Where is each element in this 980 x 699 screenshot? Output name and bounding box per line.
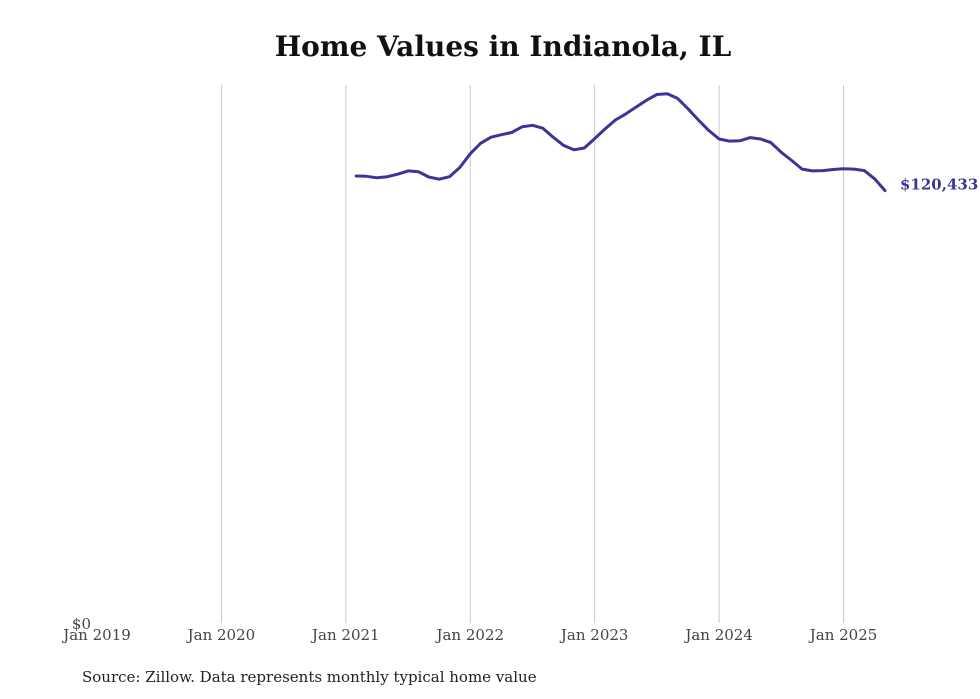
data-point <box>645 99 648 101</box>
x-tick-label: Jan 2025 <box>808 626 878 644</box>
data-point <box>552 136 554 138</box>
x-tick-label: Jan 2022 <box>434 626 504 644</box>
data-point <box>614 119 617 121</box>
data-point <box>604 128 606 130</box>
data-point <box>407 170 409 172</box>
data-point <box>562 144 565 147</box>
data-point <box>469 153 471 155</box>
x-tick-label: Jan 2020 <box>186 626 256 644</box>
data-point <box>677 97 679 100</box>
data-point <box>770 141 772 144</box>
data-point <box>386 176 388 178</box>
x-tick-label: Jan 2023 <box>559 626 629 644</box>
data-point <box>874 178 876 180</box>
data-point <box>749 136 751 139</box>
data-point <box>355 175 357 177</box>
x-tick-label: Jan 2019 <box>61 626 131 644</box>
data-point <box>863 169 865 172</box>
data-point <box>583 147 585 149</box>
data-point <box>801 168 803 170</box>
series-line <box>354 92 887 193</box>
chart-title: Home Values in Indianola, IL <box>274 30 732 63</box>
data-point <box>459 166 461 168</box>
data-point <box>542 127 544 129</box>
source-note: Source: Zillow. Data represents monthly … <box>82 668 537 686</box>
x-tick-label: Jan 2024 <box>683 626 753 644</box>
data-point <box>397 173 399 175</box>
data-point <box>842 168 845 170</box>
data-point <box>365 175 368 177</box>
data-point <box>708 129 710 131</box>
x-tick-label: Jan 2021 <box>310 626 380 644</box>
data-point <box>780 151 782 153</box>
data-point <box>822 169 824 172</box>
data-point <box>811 170 814 172</box>
data-point <box>697 119 699 121</box>
data-point <box>573 149 575 151</box>
data-point <box>500 134 502 136</box>
data-point <box>739 140 741 142</box>
data-point <box>853 168 855 170</box>
data-point <box>448 176 451 178</box>
data-point <box>490 136 492 138</box>
data-point <box>728 140 731 142</box>
data-point <box>832 168 834 171</box>
data-point <box>594 138 596 140</box>
data-point <box>759 138 762 140</box>
data-point <box>480 142 482 144</box>
end-value-label: $120,433 <box>900 176 978 194</box>
data-point <box>656 93 658 96</box>
data-point <box>625 113 627 115</box>
data-point <box>531 124 534 126</box>
data-point <box>666 93 668 95</box>
y-tick-label: $0 <box>72 615 91 633</box>
data-point <box>376 177 378 179</box>
data-point <box>438 178 440 180</box>
data-point <box>428 176 430 178</box>
data-point <box>417 171 420 173</box>
data-point <box>635 106 637 108</box>
data-point <box>511 131 513 134</box>
data-point <box>687 108 689 110</box>
data-point <box>884 189 886 192</box>
data-point <box>718 138 720 140</box>
data-point <box>791 159 793 162</box>
data-point <box>521 126 523 128</box>
